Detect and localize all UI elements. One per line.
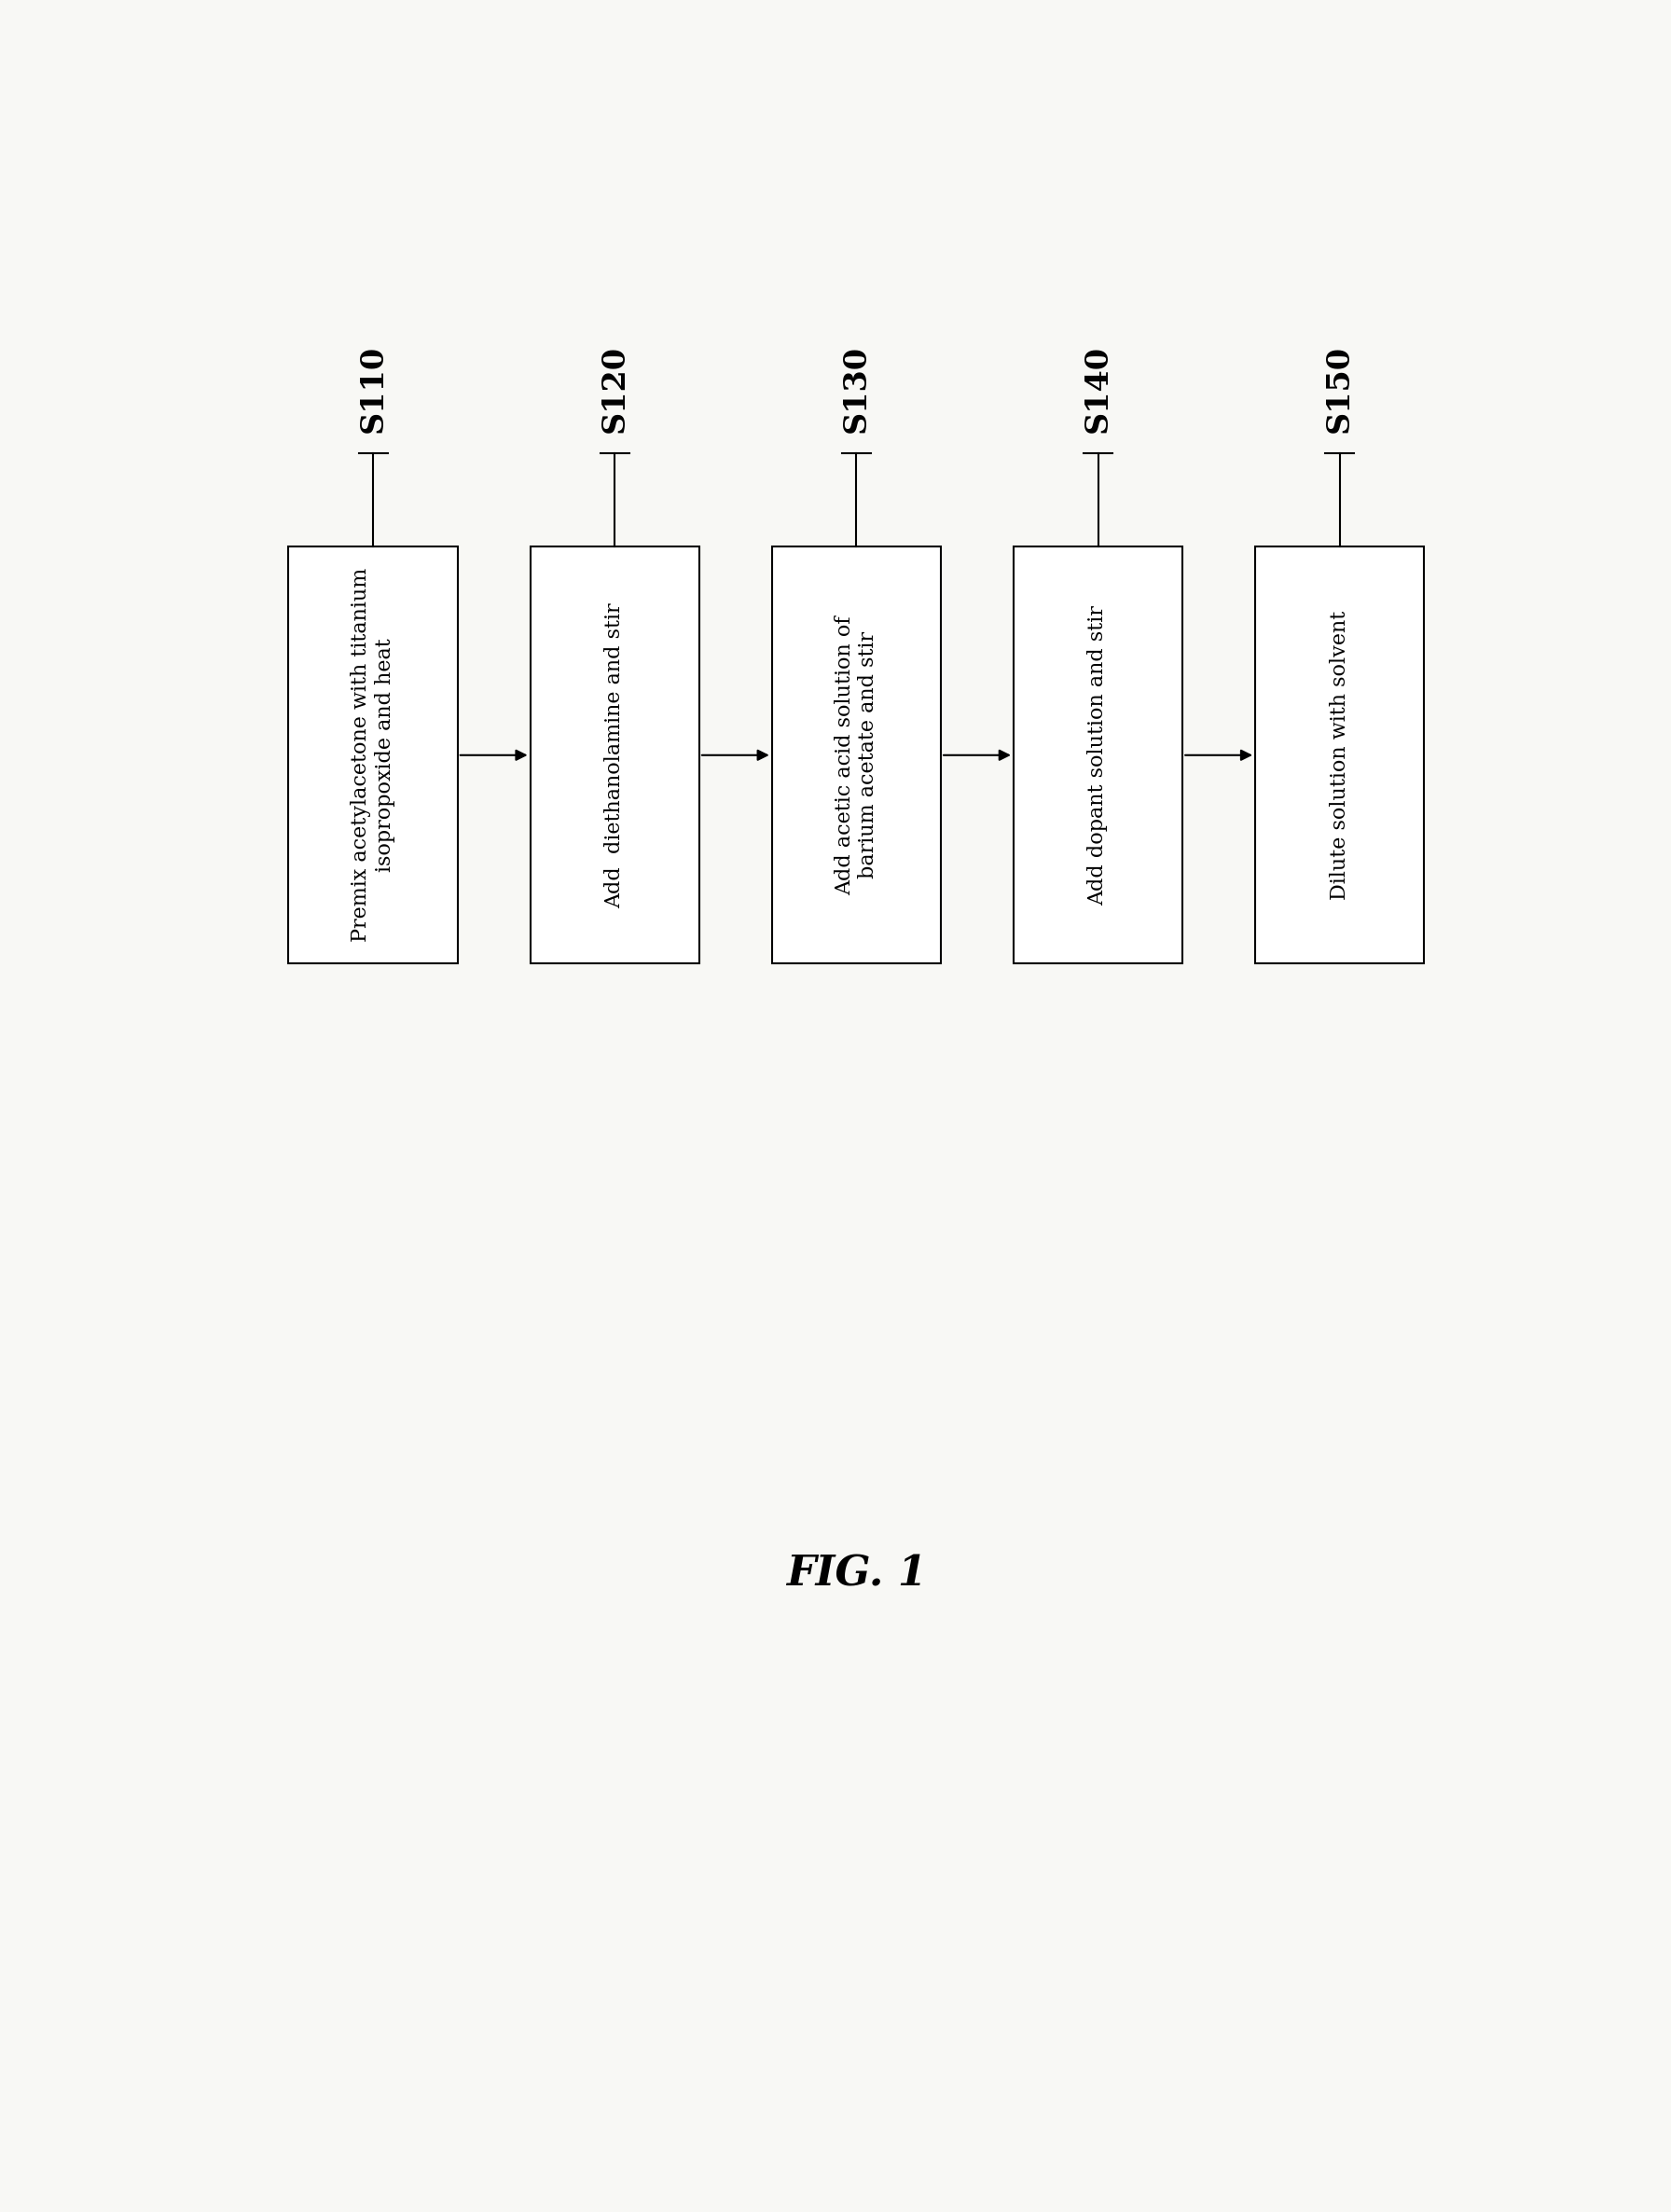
Text: S110: S110 [358,345,388,434]
Text: S120: S120 [600,345,630,434]
Text: Dilute solution with solvent: Dilute solution with solvent [1330,611,1350,900]
Text: Premix acetylacetone with titanium
isopropoxide and heat: Premix acetylacetone with titanium isopr… [351,568,394,942]
Text: Add  diethanolamine and stir: Add diethanolamine and stir [605,602,625,907]
Text: Add dopant solution and stir: Add dopant solution and stir [1088,606,1108,905]
Bar [1255,546,1424,964]
Bar [289,546,458,964]
Bar [772,546,941,964]
Bar [530,546,698,964]
Bar [1014,546,1183,964]
Text: S150: S150 [1325,345,1355,434]
Text: S130: S130 [841,345,872,434]
Text: Add acetic acid solution of
barium acetate and stir: Add acetic acid solution of barium aceta… [834,615,879,896]
Text: FIG. 1: FIG. 1 [785,1553,927,1595]
Text: S140: S140 [1083,345,1113,434]
